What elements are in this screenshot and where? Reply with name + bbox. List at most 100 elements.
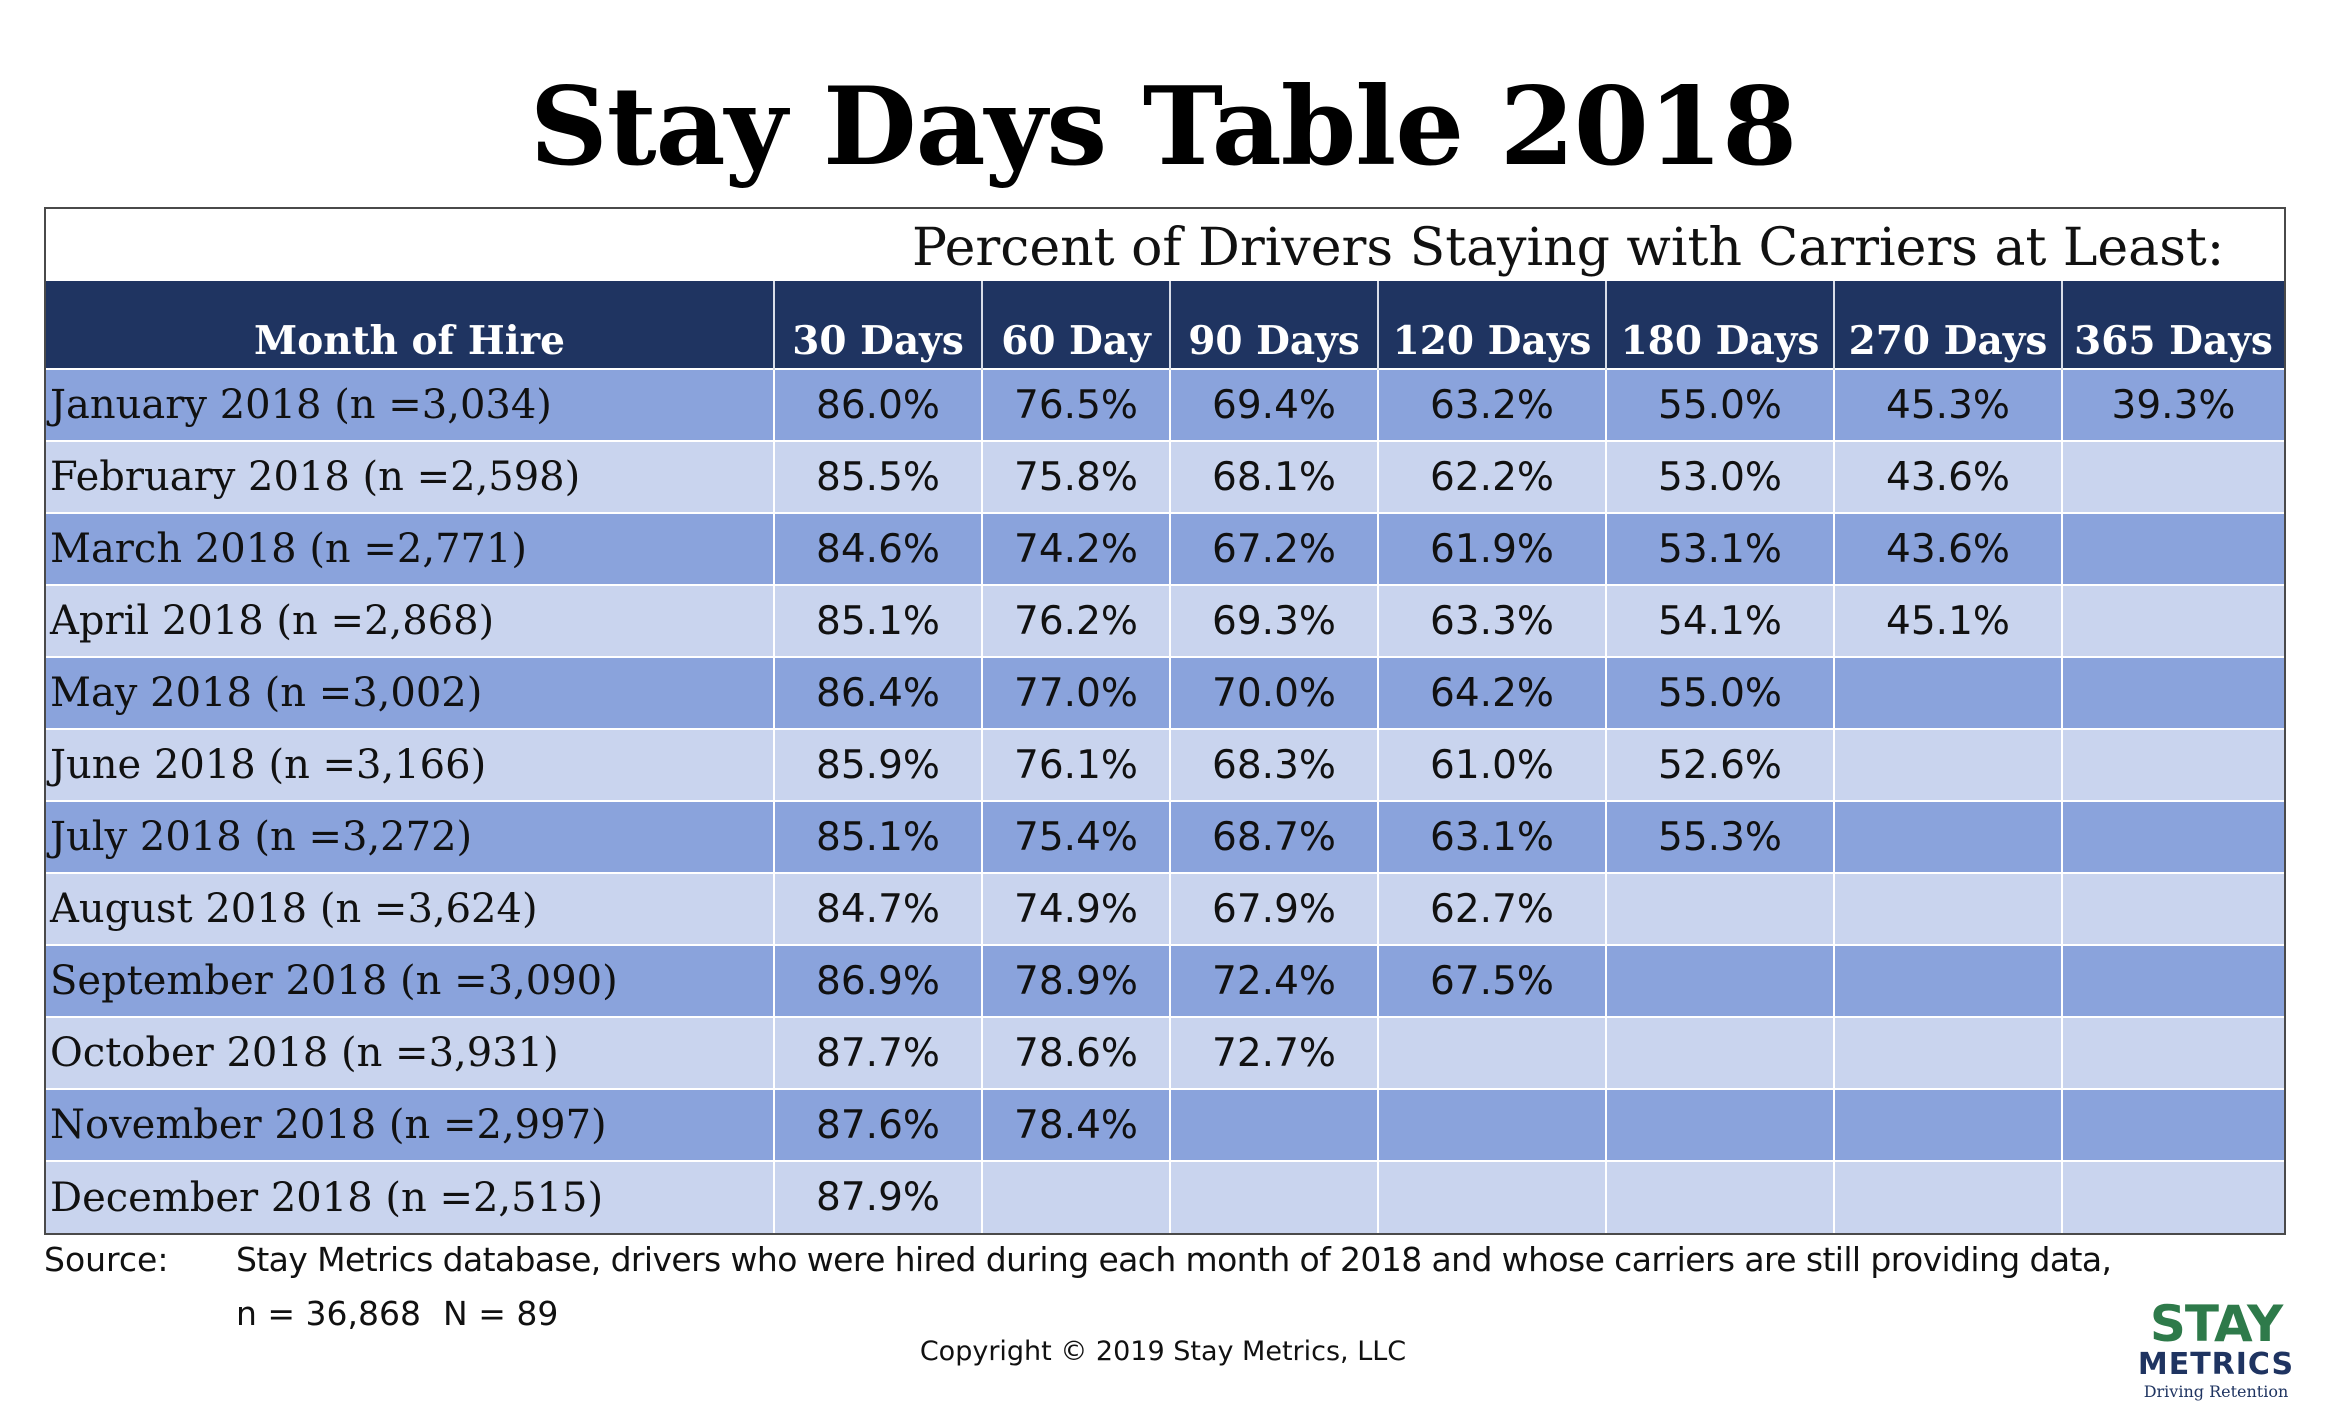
stay-percent-cell: [1606, 1088, 1835, 1161]
stay-percent-cell: 78.6%: [982, 1016, 1171, 1089]
stay-percent-cell: [1834, 944, 2063, 1017]
stay-percent-cell: 45.1%: [1834, 584, 2063, 657]
stay-percent-cell: 53.1%: [1606, 512, 1835, 585]
stay-percent-cell: [1606, 1016, 1835, 1089]
stay-percent-cell: 62.2%: [1378, 440, 1607, 513]
column-header-120-days: 120 Days: [1378, 281, 1607, 369]
table-row: April 2018 (n =2,868) 85.1% 76.2% 69.3% 63.3…: [46, 584, 2284, 657]
table-row: December 2018 (n =2,515) 87.9%: [46, 1160, 2284, 1233]
stay-percent-cell: [2062, 944, 2284, 1017]
stay-percent-cell: [1606, 944, 1835, 1017]
stay-percent-cell: [1834, 1088, 2063, 1161]
stay-percent-cell: 63.1%: [1378, 800, 1607, 873]
stay-percent-cell: 61.0%: [1378, 728, 1607, 801]
source-label: Source:: [44, 1240, 169, 1279]
stay-percent-cell: [1378, 1160, 1607, 1233]
stay-percent-cell: 68.7%: [1170, 800, 1379, 873]
stay-percent-cell: [1834, 872, 2063, 945]
stay-percent-cell: [2062, 1088, 2284, 1161]
month-of-hire-cell: January 2018 (n =3,034): [46, 368, 775, 441]
source-description: Stay Metrics database, drivers who were …: [236, 1240, 2112, 1279]
column-header-90-days: 90 Days: [1170, 281, 1379, 369]
stay-percent-cell: 85.5%: [774, 440, 983, 513]
stay-percent-cell: 43.6%: [1834, 512, 2063, 585]
stay-percent-cell: 68.1%: [1170, 440, 1379, 513]
stay-percent-cell: 74.2%: [982, 512, 1171, 585]
stay-percent-cell: [1834, 728, 2063, 801]
stay-percent-cell: 86.9%: [774, 944, 983, 1017]
table-row: July 2018 (n =3,272) 85.1% 75.4% 68.7% 63.1%…: [46, 800, 2284, 873]
table-subtitle: Percent of Drivers Staying with Carriers…: [912, 218, 2225, 278]
stay-percent-cell: 63.3%: [1378, 584, 1607, 657]
month-of-hire-cell: June 2018 (n =3,166): [46, 728, 775, 801]
table-row: November 2018 (n =2,997) 87.6% 78.4%: [46, 1088, 2284, 1161]
stay-percent-cell: 86.0%: [774, 368, 983, 441]
stay-percent-cell: [1834, 800, 2063, 873]
stay-percent-cell: 53.0%: [1606, 440, 1835, 513]
table-row: September 2018 (n =3,090) 86.9% 78.9% 72.4%…: [46, 944, 2284, 1017]
stay-percent-cell: 76.2%: [982, 584, 1171, 657]
stay-percent-cell: [1606, 1160, 1835, 1233]
driver-count: n = 36,868: [236, 1294, 422, 1333]
month-of-hire-cell: October 2018 (n =3,931): [46, 1016, 775, 1089]
table-body: January 2018 (n =3,034) 86.0% 76.5% 69.4% 63…: [46, 368, 2284, 1233]
stay-percent-cell: 67.5%: [1378, 944, 1607, 1017]
table-row: March 2018 (n =2,771) 84.6% 74.2% 67.2% 61.9…: [46, 512, 2284, 585]
stay-percent-cell: 68.3%: [1170, 728, 1379, 801]
stay-percent-cell: 85.1%: [774, 584, 983, 657]
stay-percent-cell: 70.0%: [1170, 656, 1379, 729]
stay-percent-cell: 87.7%: [774, 1016, 983, 1089]
column-header-60-day: 60 Day: [982, 281, 1171, 369]
table-row: February 2018 (n =2,598) 85.5% 75.8% 68.1% 6…: [46, 440, 2284, 513]
stay-percent-cell: [2062, 1016, 2284, 1089]
month-of-hire-cell: March 2018 (n =2,771): [46, 512, 775, 585]
stay-percent-cell: 52.6%: [1606, 728, 1835, 801]
table-row: May 2018 (n =3,002) 86.4% 77.0% 70.0% 64.2% 5…: [46, 656, 2284, 729]
stay-days-table: Month of Hire 30 Days 60 Day 90 Days 120…: [46, 281, 2284, 1233]
copyright-notice: Copyright © 2019 Stay Metrics, LLC: [919, 1336, 1407, 1367]
stay-percent-cell: [1606, 872, 1835, 945]
stay-percent-cell: 45.3%: [1834, 368, 2063, 441]
stay-percent-cell: 76.1%: [982, 728, 1171, 801]
stay-percent-cell: [1834, 1160, 2063, 1233]
stay-percent-cell: 85.9%: [774, 728, 983, 801]
logo-stay-text: STAY: [2149, 1295, 2283, 1353]
stay-percent-cell: 62.7%: [1378, 872, 1607, 945]
column-header-180-days: 180 Days: [1606, 281, 1835, 369]
stay-percent-cell: 69.4%: [1170, 368, 1379, 441]
table-row: June 2018 (n =3,166) 85.9% 76.1% 68.3% 61.0%…: [46, 728, 2284, 801]
month-of-hire-cell: February 2018 (n =2,598): [46, 440, 775, 513]
month-of-hire-cell: September 2018 (n =3,090): [46, 944, 775, 1017]
column-header-270-days: 270 Days: [1834, 281, 2063, 369]
table-row: August 2018 (n =3,624) 84.7% 74.9% 67.9% 62.…: [46, 872, 2284, 945]
stay-percent-cell: [2062, 800, 2284, 873]
stay-days-table-container: Percent of Drivers Staying with Carriers…: [44, 207, 2286, 1235]
month-of-hire-cell: May 2018 (n =3,002): [46, 656, 775, 729]
stay-percent-cell: 43.6%: [1834, 440, 2063, 513]
stay-percent-cell: 63.2%: [1378, 368, 1607, 441]
stay-percent-cell: 76.5%: [982, 368, 1171, 441]
table-row: January 2018 (n =3,034) 86.0% 76.5% 69.4% 63…: [46, 368, 2284, 441]
month-of-hire-cell: July 2018 (n =3,272): [46, 800, 775, 873]
month-of-hire-cell: April 2018 (n =2,868): [46, 584, 775, 657]
carrier-count: N = 89: [443, 1294, 559, 1333]
table-header-row: Month of Hire 30 Days 60 Day 90 Days 120…: [46, 281, 2284, 369]
column-header-365-days: 365 Days: [2062, 281, 2284, 369]
stay-percent-cell: 64.2%: [1378, 656, 1607, 729]
stay-percent-cell: [1170, 1160, 1379, 1233]
stay-percent-cell: [982, 1160, 1171, 1233]
page-title: Stay Days Table 2018: [529, 64, 1797, 190]
stay-percent-cell: [1834, 1016, 2063, 1089]
stay-percent-cell: 55.0%: [1606, 368, 1835, 441]
stay-percent-cell: 67.2%: [1170, 512, 1379, 585]
stay-percent-cell: [1834, 656, 2063, 729]
stay-percent-cell: [2062, 1160, 2284, 1233]
stay-percent-cell: 55.0%: [1606, 656, 1835, 729]
stay-percent-cell: 85.1%: [774, 800, 983, 873]
logo-tagline: Driving Retention: [2143, 1382, 2289, 1401]
stay-percent-cell: 61.9%: [1378, 512, 1607, 585]
stay-percent-cell: [2062, 584, 2284, 657]
stay-percent-cell: [2062, 728, 2284, 801]
stay-percent-cell: 84.7%: [774, 872, 983, 945]
stay-percent-cell: 55.3%: [1606, 800, 1835, 873]
